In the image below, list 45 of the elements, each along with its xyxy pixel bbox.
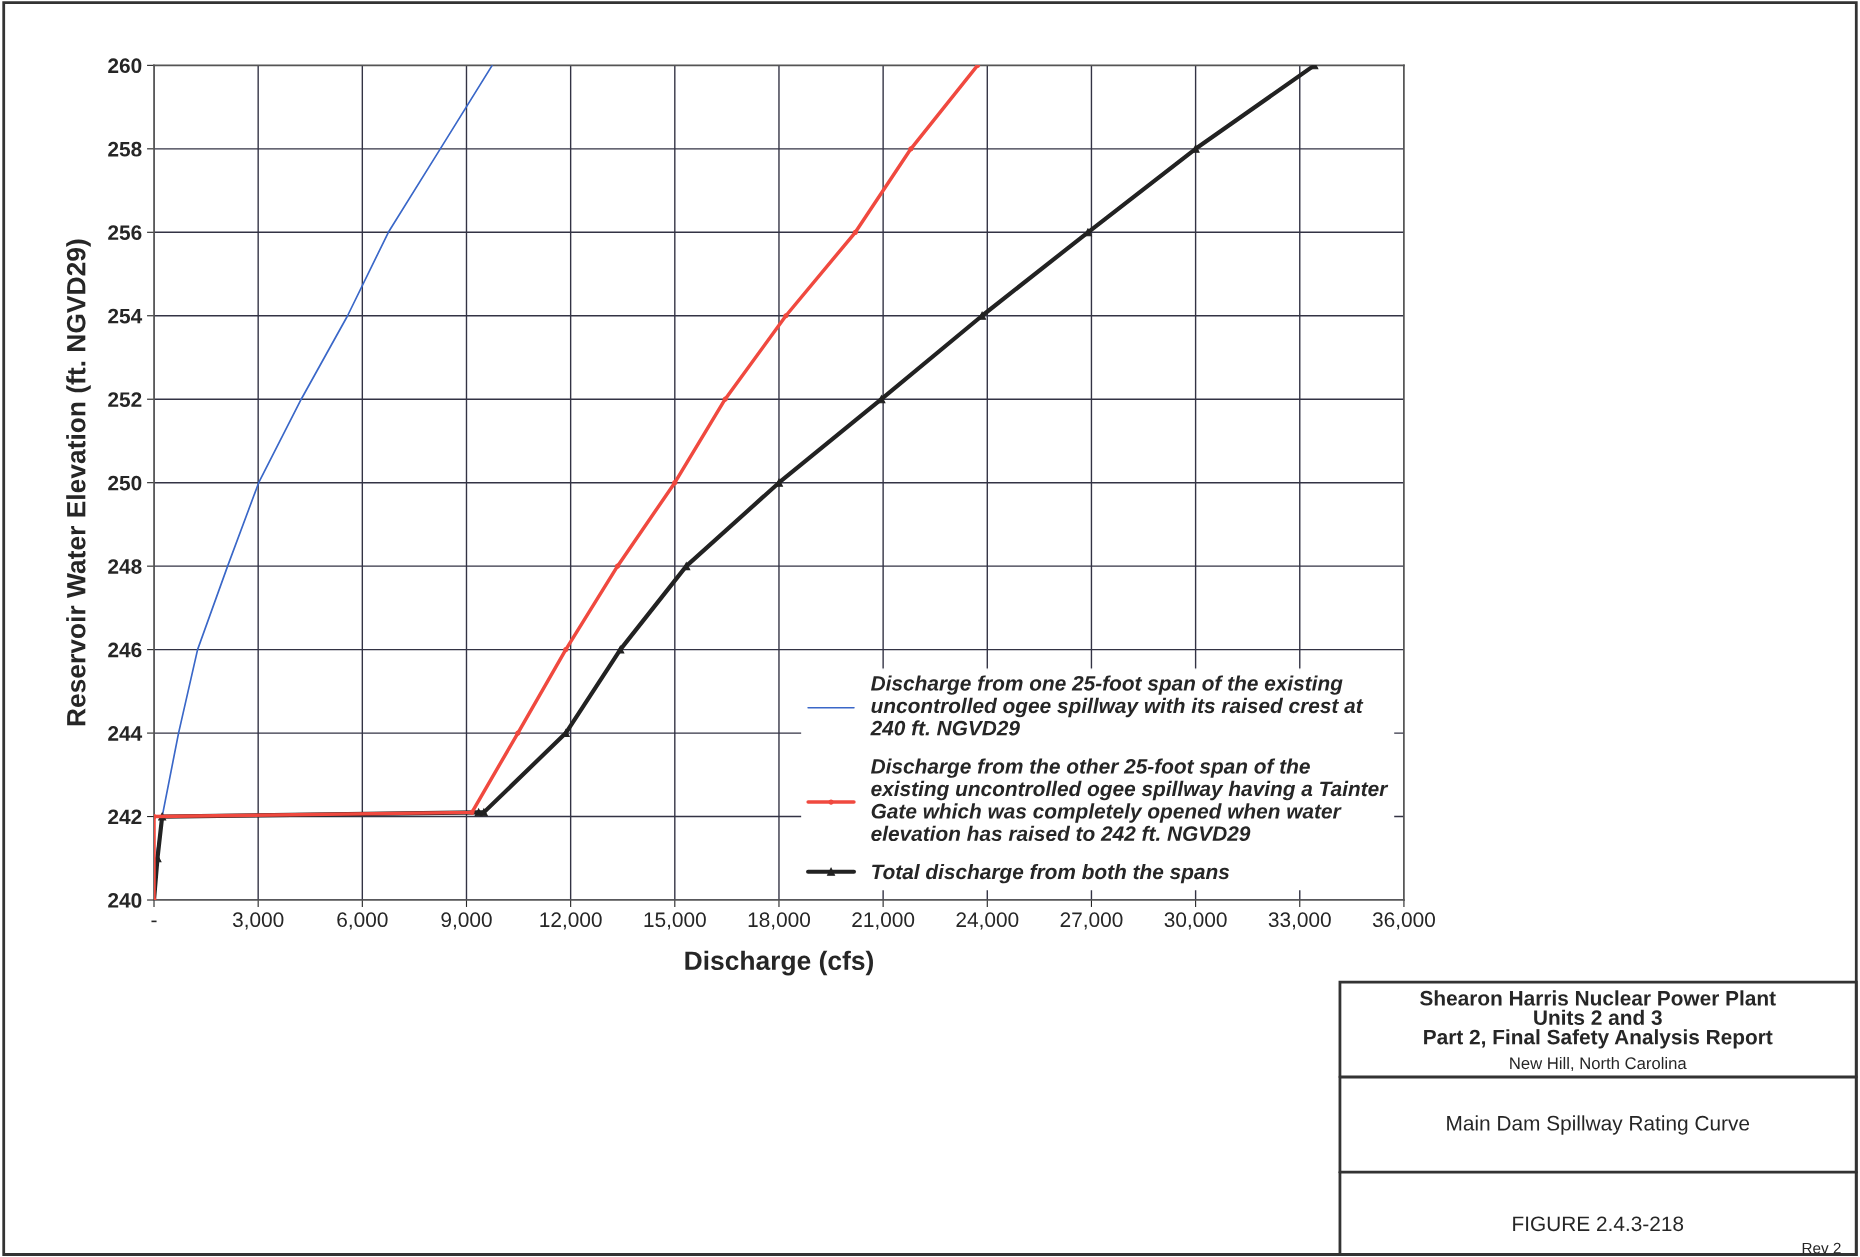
point [614,563,621,569]
x-tick-label: 33,000 [1268,912,1331,930]
x-tick-label: 12,000 [540,912,602,930]
point [515,730,521,736]
legend-label: Total discharge from both the spans [872,863,1230,884]
y-tick-label: 244 [108,726,143,741]
text: Rev 2 [1802,1242,1841,1254]
y-tick-label: 258 [108,141,142,157]
y-tick-label: 256 [108,225,142,241]
point [479,808,488,817]
x-tick-label: 21,000 [852,912,915,930]
y-tick-label: 250 [108,475,142,491]
y-tick-label: 240 [108,893,142,908]
legend-label: Discharge from one 25-foot span of the existing uncontrolled ogee spillway with its raised crest at 240 ft. NGVD29 [870,675,1364,736]
x-tick-label: 15,000 [644,912,706,930]
x-tick-label: 30,000 [1164,912,1227,930]
point [722,396,728,402]
x-tick-label: 36,000 [1372,912,1435,930]
text: New Hill, North Carolina [1510,1056,1687,1072]
point [563,647,569,653]
point [852,229,858,235]
y-tick-label: 248 [108,559,142,574]
text: Shearon Harris Nuclear Power Plant Units 2 and 3 Part 2, Final Safety Analysis Report [1420,990,1776,1049]
y-tick-label: 254 [108,308,143,324]
x-tick-label: 18,000 [748,912,811,930]
point [616,645,625,654]
y-axis-title: Reservoir Water Elevation (ft. NGVD29) [66,239,91,726]
x-axis-title: Discharge (cfs) [685,950,873,976]
text: Main Dam Spillway Rating Curve [1447,1115,1750,1135]
y-tick-label: 246 [108,642,142,658]
y-tick-label: 252 [108,392,142,407]
x-tick-label: 3,000 [232,912,284,930]
y-tick-label: 260 [108,58,142,74]
point [672,480,678,486]
x-tick-label: - [151,920,157,923]
x-tick-label: 24,000 [956,912,1019,930]
x-tick-label: 9,000 [441,912,492,930]
caption: FIGURE 2.4.3-218 [1513,1216,1684,1232]
point [908,146,914,152]
point [783,313,789,319]
y-tick-label: 242 [108,809,142,825]
legend-label: Discharge from the other 25-foot span of the existing uncontrolled ogee spillway having a Tainter Gate which was completely opened when water elevation has raised to 242 ft. NGVD29 [870,758,1389,842]
x-tick-label: 27,000 [1060,912,1123,930]
point [469,809,475,815]
x-tick-label: 6,000 [337,912,388,930]
